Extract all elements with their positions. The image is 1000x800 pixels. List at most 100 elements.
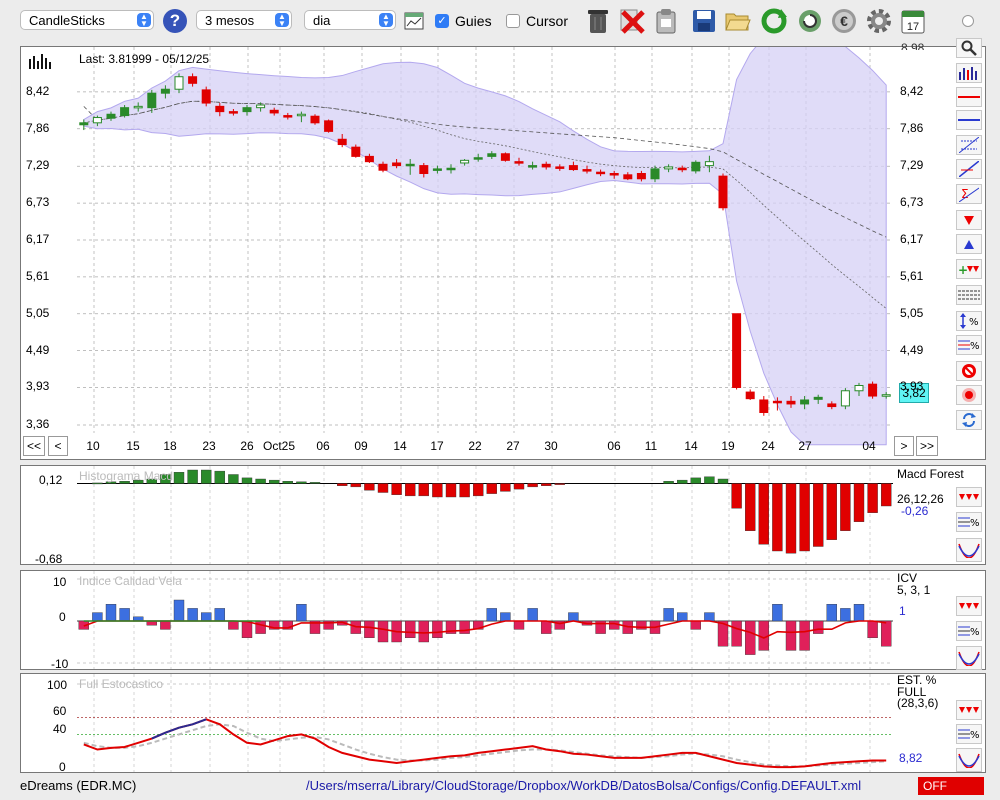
y-axis-label-left: 5,05	[26, 305, 50, 320]
icv-bar	[282, 620, 293, 630]
y-axis-label-left: 7,29	[26, 158, 50, 173]
macd-bar	[309, 482, 321, 484]
candle	[79, 119, 89, 131]
interval-select[interactable]: dia ▲ ▼	[304, 10, 396, 30]
period-select[interactable]: 3 mesos ▲ ▼	[196, 10, 292, 30]
icv-panel: Indice Calidad Vela 10 0 -10 ICV 5, 3, 1…	[20, 570, 986, 671]
macd-bar	[119, 481, 130, 484]
x-axis-label: 15	[126, 439, 140, 453]
candle	[868, 381, 878, 399]
curve-tool-button[interactable]	[956, 538, 982, 562]
refresh-button[interactable]	[759, 6, 789, 36]
horizontal-blue-line-tool-button[interactable]	[956, 110, 982, 130]
delete-button[interactable]	[617, 6, 647, 36]
icv-bar	[554, 620, 565, 630]
x-axis-label: 30	[544, 439, 558, 453]
icv-bar	[826, 604, 837, 622]
icv-bar	[105, 604, 117, 622]
nav-first-button[interactable]: <<	[23, 436, 45, 456]
grid-lines-tool-button[interactable]	[956, 285, 982, 305]
candle	[133, 102, 143, 112]
folder-open-button[interactable]	[723, 6, 753, 36]
svg-text:17: 17	[907, 21, 919, 33]
lines-percent-tool-button[interactable]: %	[956, 512, 982, 532]
stoch-watermark: Full Estocastico	[79, 677, 164, 691]
macd-bar	[527, 483, 538, 488]
icv-y-top: 10	[53, 575, 67, 589]
stoch-y-0: 0	[59, 760, 66, 774]
fibonacci-tool-button[interactable]	[956, 135, 982, 155]
settings-button[interactable]	[864, 6, 894, 36]
sync-tool-button[interactable]	[956, 410, 982, 430]
chart-bars-tool-button[interactable]	[956, 63, 982, 83]
horizontal-red-line-tool-button[interactable]	[956, 87, 982, 107]
candlestick-chart[interactable]	[21, 47, 985, 459]
config-path[interactable]: /Users/mserra/Library/CloudStorage/Dropb…	[306, 778, 862, 793]
icv-params: 5, 3, 1	[897, 583, 931, 597]
grid-lines	[93, 466, 871, 564]
macd-histogram[interactable]	[21, 466, 985, 564]
lines-percent-tool-button[interactable]: %	[956, 724, 982, 744]
buy-arrow-tool-button[interactable]	[956, 234, 982, 254]
lines-percent-tool-button[interactable]: %	[956, 621, 982, 641]
add-signal-tool-button[interactable]: +	[956, 259, 982, 279]
chart-type-select[interactable]: CandleSticks ▲ ▼	[20, 10, 154, 30]
macd-bar	[132, 479, 144, 484]
stop-tool-button[interactable]	[956, 361, 982, 381]
sell-arrow-tool-button[interactable]	[956, 210, 982, 230]
percent-range-tool-button[interactable]: %	[956, 311, 982, 331]
clipboard-button[interactable]	[651, 6, 681, 36]
svg-text:%: %	[970, 627, 980, 638]
status-off-button[interactable]: OFF	[918, 777, 984, 795]
save-icon	[693, 10, 715, 32]
macd-bar	[663, 481, 674, 484]
macd-bar	[432, 483, 443, 498]
nav-last-button[interactable]: >>	[916, 436, 938, 456]
save-button[interactable]	[689, 6, 719, 36]
curve-tool-button[interactable]	[956, 748, 982, 772]
icv-bar	[214, 608, 226, 622]
chevron-updown-icon: ▲ ▼	[379, 13, 393, 28]
help-button[interactable]: ?	[160, 6, 190, 36]
icv-bar	[785, 620, 797, 651]
cursor-checkbox[interactable]	[506, 14, 520, 28]
calendar-button[interactable]: 17	[898, 6, 928, 36]
lines-percent-icon: %	[958, 623, 980, 639]
record-tool-button[interactable]	[956, 385, 982, 405]
candle	[215, 103, 225, 117]
trendline-tool-button[interactable]	[956, 159, 982, 179]
signals-tool-button[interactable]	[956, 487, 982, 507]
nav-next-button[interactable]: >	[894, 436, 914, 456]
curve-tool-button[interactable]	[956, 646, 982, 670]
candle	[677, 165, 687, 173]
icv-bar	[663, 608, 674, 622]
trash-button[interactable]	[583, 6, 613, 36]
euro-button[interactable]: €	[829, 6, 859, 36]
icv-bar	[418, 620, 429, 643]
macd-bar	[459, 483, 470, 498]
chart-grid-button[interactable]	[399, 6, 429, 36]
signals-tool-button[interactable]	[956, 700, 982, 720]
percent-line-tool-button[interactable]: %	[956, 335, 982, 355]
signals-tool-button[interactable]	[956, 596, 982, 616]
guides-checkbox[interactable]: ✓	[435, 14, 449, 28]
macd-bar	[214, 470, 226, 484]
candle	[201, 86, 211, 107]
y-axis-label-right: 7,29	[900, 158, 924, 173]
candle	[718, 173, 728, 211]
stochastic-chart[interactable]	[21, 674, 985, 772]
reload-button[interactable]	[795, 6, 825, 36]
zoom-tool-button[interactable]	[956, 38, 982, 58]
stoch-title: EST. % FULL	[897, 673, 937, 699]
macd-bar	[200, 469, 212, 484]
grid-lines-icon	[958, 289, 980, 301]
clipboard-icon	[656, 9, 676, 34]
y-axis-label-right: 5,05	[900, 305, 924, 320]
icv-histogram[interactable]	[21, 571, 985, 669]
stoch-y-40: 40	[53, 722, 67, 736]
panel-radio-main[interactable]	[962, 15, 974, 27]
icv-bar	[527, 608, 538, 622]
sigma-tool-button[interactable]: Σ	[956, 184, 982, 204]
macd-bar	[772, 483, 783, 552]
nav-prev-button[interactable]: <	[48, 436, 68, 456]
